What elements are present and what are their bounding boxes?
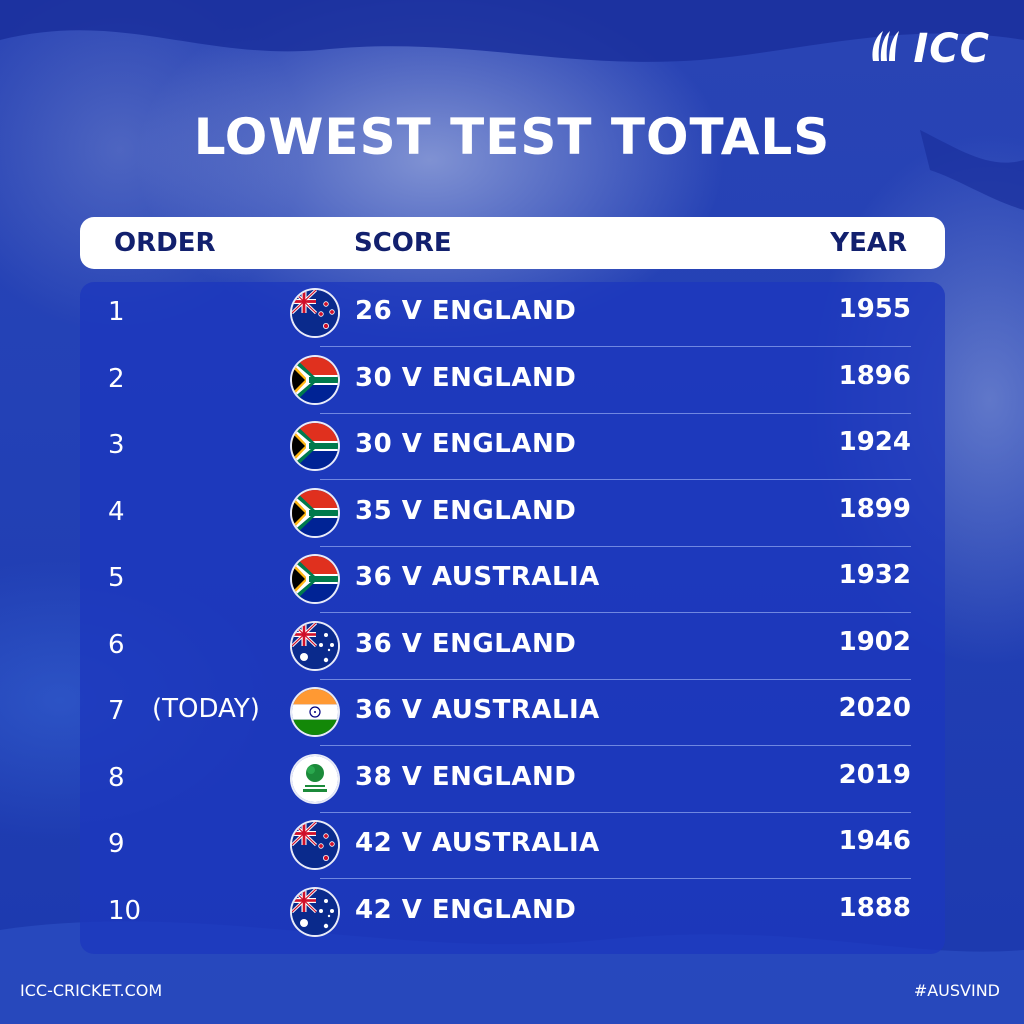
- row-order: 1: [108, 297, 125, 327]
- row-year: 1932: [838, 560, 911, 590]
- row-score: 42 V AUSTRALIA: [355, 828, 600, 858]
- row-score: 36 V AUSTRALIA: [355, 562, 600, 592]
- table-panel: [80, 282, 945, 954]
- new-zealand-flag-icon: [292, 822, 338, 868]
- table-row: 5 36 V AUSTRALIA 1932: [100, 547, 911, 613]
- header-order: ORDER: [114, 228, 216, 258]
- table-row: 6 36 V ENGLAND 1902: [100, 614, 911, 680]
- row-year: 2019: [838, 759, 911, 790]
- row-year: 2020: [838, 693, 911, 723]
- row-divider: [320, 545, 911, 547]
- row-divider: [320, 878, 911, 879]
- row-order: 3: [108, 430, 125, 460]
- row-divider: [320, 412, 911, 414]
- table-row: 8 38 V ENGLAND 2019: [100, 747, 911, 813]
- row-score: 38 V ENGLAND: [355, 761, 577, 792]
- row-order: 2: [108, 363, 125, 394]
- row-score: 36 V ENGLAND: [355, 628, 577, 659]
- row-order: 8: [108, 762, 125, 793]
- south-africa-flag-icon: [292, 356, 338, 403]
- table-row: 3 30 V ENGLAND 1924: [100, 414, 911, 480]
- row-divider: [320, 745, 911, 746]
- header-year: YEAR: [830, 228, 907, 258]
- icc-logo: ICC: [867, 26, 990, 72]
- ireland-flag-icon: [292, 755, 338, 802]
- row-year: 1924: [838, 427, 911, 457]
- row-score: 30 V ENGLAND: [355, 429, 577, 459]
- row-score: 36 V AUSTRALIA: [355, 695, 600, 725]
- row-score: 26 V ENGLAND: [355, 296, 577, 326]
- website-link[interactable]: ICC-CRICKET.COM: [20, 981, 163, 1000]
- row-order: 6: [108, 629, 125, 660]
- page-title: LOWEST TEST TOTALS: [193, 108, 831, 166]
- south-africa-flag-icon: [292, 556, 338, 602]
- row-divider: [320, 479, 911, 480]
- hashtag: #AUSVIND: [913, 981, 1000, 1000]
- row-score: 35 V ENGLAND: [355, 495, 577, 526]
- row-divider: [320, 678, 911, 680]
- row-year: 1946: [838, 826, 911, 856]
- row-divider: [320, 346, 911, 347]
- row-year: 1888: [838, 892, 911, 923]
- australia-flag-icon: [292, 888, 338, 935]
- table-row: 2 30 V ENGLAND 1896: [100, 348, 911, 414]
- row-note: (TODAY): [152, 694, 260, 724]
- row-score: 42 V ENGLAND: [355, 894, 577, 925]
- row-year: 1896: [838, 360, 911, 391]
- south-africa-flag-icon: [292, 423, 338, 469]
- table-header: ORDER SCORE YEAR: [80, 217, 945, 269]
- icc-logo-text: ICC: [913, 26, 990, 72]
- table-row: 10 42 V ENGLAND 1888: [100, 880, 911, 946]
- row-score: 30 V ENGLAND: [355, 362, 577, 393]
- row-order: 7: [108, 696, 125, 726]
- row-year: 1955: [838, 294, 911, 324]
- new-zealand-flag-icon: [292, 290, 338, 336]
- row-divider: [320, 811, 911, 813]
- row-order: 9: [108, 829, 125, 859]
- row-year: 1902: [838, 626, 911, 657]
- australia-flag-icon: [292, 622, 338, 669]
- header-score: SCORE: [354, 228, 452, 258]
- row-order: 4: [108, 496, 125, 527]
- table-row: 4 35 V ENGLAND 1899: [100, 481, 911, 547]
- south-africa-flag-icon: [292, 489, 338, 536]
- row-order: 5: [108, 563, 125, 593]
- row-divider: [320, 612, 911, 613]
- table-row: 7 (TODAY) 36 V AUSTRALIA 2020: [100, 680, 911, 746]
- table-row: 9 42 V AUSTRALIA 1946: [100, 813, 911, 879]
- row-year: 1899: [838, 493, 911, 524]
- row-order: 10: [108, 895, 142, 926]
- icc-stumps-icon: [867, 27, 907, 71]
- india-flag-icon: [292, 689, 338, 735]
- table-row: 1 26 V ENGLAND 1955: [100, 281, 911, 347]
